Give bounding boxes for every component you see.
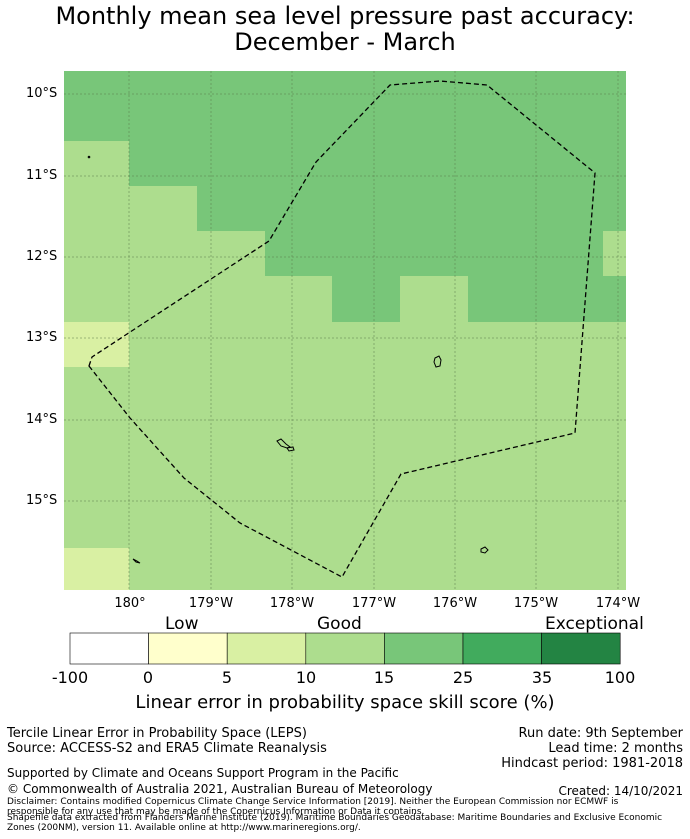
islands bbox=[87, 155, 489, 564]
cb-tick-100: 100 bbox=[604, 668, 636, 687]
cb-tick-35: 35 bbox=[531, 668, 553, 687]
support-note: Supported by Climate and Oceans Support … bbox=[7, 766, 399, 780]
gridlines bbox=[64, 71, 626, 590]
lead-time: Lead time: 2 months bbox=[548, 741, 683, 756]
cell-good-row3 bbox=[197, 186, 626, 231]
cb-tick-5: 5 bbox=[221, 668, 233, 687]
lon-label-177w: 177°W bbox=[351, 596, 397, 611]
cb-seg-15-25 bbox=[384, 632, 464, 665]
run-date: Run date: 9th September bbox=[518, 726, 683, 741]
cell-pale-sw bbox=[64, 548, 129, 590]
cell-pale-west bbox=[64, 322, 129, 367]
island-e bbox=[132, 558, 141, 564]
cb-seg-25-35 bbox=[462, 632, 542, 665]
cb-seg-0-5 bbox=[148, 632, 228, 665]
category-good: Good bbox=[317, 614, 362, 634]
cb-tick-neg100: -100 bbox=[51, 668, 89, 687]
disclaimer-line4: Zones (200NM), version 11. Available onl… bbox=[7, 823, 361, 833]
island-d bbox=[480, 546, 489, 554]
lon-label-180: 180° bbox=[114, 596, 146, 611]
lon-label-174w: 174°W bbox=[595, 596, 641, 611]
cell-good-row5b bbox=[468, 276, 626, 322]
cell-good-top bbox=[64, 71, 626, 141]
colorbar-label: Linear error in probability space skill … bbox=[135, 692, 555, 713]
lon-label-176w: 176°W bbox=[432, 596, 478, 611]
island-c bbox=[286, 446, 295, 452]
cb-seg-5-10 bbox=[226, 632, 307, 665]
disclaimer-line3: Shapefile data extracted from Flanders M… bbox=[7, 813, 663, 823]
copyright: © Commonwealth of Australia 2021, Austra… bbox=[7, 782, 433, 796]
cb-seg-neg100-0 bbox=[69, 632, 149, 665]
lat-label-15s: 15°S bbox=[26, 493, 58, 508]
lat-label-11s: 11°S bbox=[26, 168, 58, 183]
created-date: Created: 14/10/2021 bbox=[558, 784, 683, 798]
cb-tick-10: 10 bbox=[295, 668, 317, 687]
map-title-line2: December - March bbox=[234, 28, 456, 56]
cell-good-row5a bbox=[332, 276, 400, 322]
disclaimer-line1: Disclaimer: Contains modified Copernicus… bbox=[7, 797, 619, 807]
cb-tick-0: 0 bbox=[142, 668, 154, 687]
lat-label-10s: 10°S bbox=[26, 86, 58, 101]
colorbar bbox=[69, 632, 621, 665]
lat-label-13s: 13°S bbox=[26, 330, 58, 345]
cell-good-row4 bbox=[265, 231, 603, 276]
cell-good-row2 bbox=[129, 141, 626, 186]
lon-label-178w: 178°W bbox=[269, 596, 315, 611]
data-source: Source: ACCESS-S2 and ERA5 Climate Reana… bbox=[7, 741, 327, 756]
cb-seg-35-100 bbox=[541, 632, 621, 665]
island-a bbox=[433, 355, 442, 368]
cb-tick-25: 25 bbox=[452, 668, 474, 687]
eez-boundary bbox=[88, 80, 596, 578]
cb-seg-10-15 bbox=[305, 632, 385, 665]
map-title-line1: Monthly mean sea level pressure past acc… bbox=[55, 2, 635, 30]
category-exceptional: Exceptional bbox=[545, 614, 644, 634]
lon-label-179w: 179°W bbox=[188, 596, 234, 611]
skill-cells bbox=[64, 71, 626, 590]
disclaimer-line2: responsible for any use that may be made… bbox=[7, 807, 425, 817]
lon-label-175w: 175°W bbox=[513, 596, 559, 611]
island-f bbox=[87, 155, 91, 159]
hindcast-period: Hindcast period: 1981-2018 bbox=[501, 756, 683, 771]
category-low: Low bbox=[165, 614, 199, 634]
lat-label-12s: 12°S bbox=[26, 249, 58, 264]
leps-description: Tercile Linear Error in Probability Spac… bbox=[7, 726, 307, 741]
lat-label-14s: 14°S bbox=[26, 412, 58, 427]
skill-map bbox=[64, 71, 626, 590]
cb-tick-15: 15 bbox=[373, 668, 395, 687]
